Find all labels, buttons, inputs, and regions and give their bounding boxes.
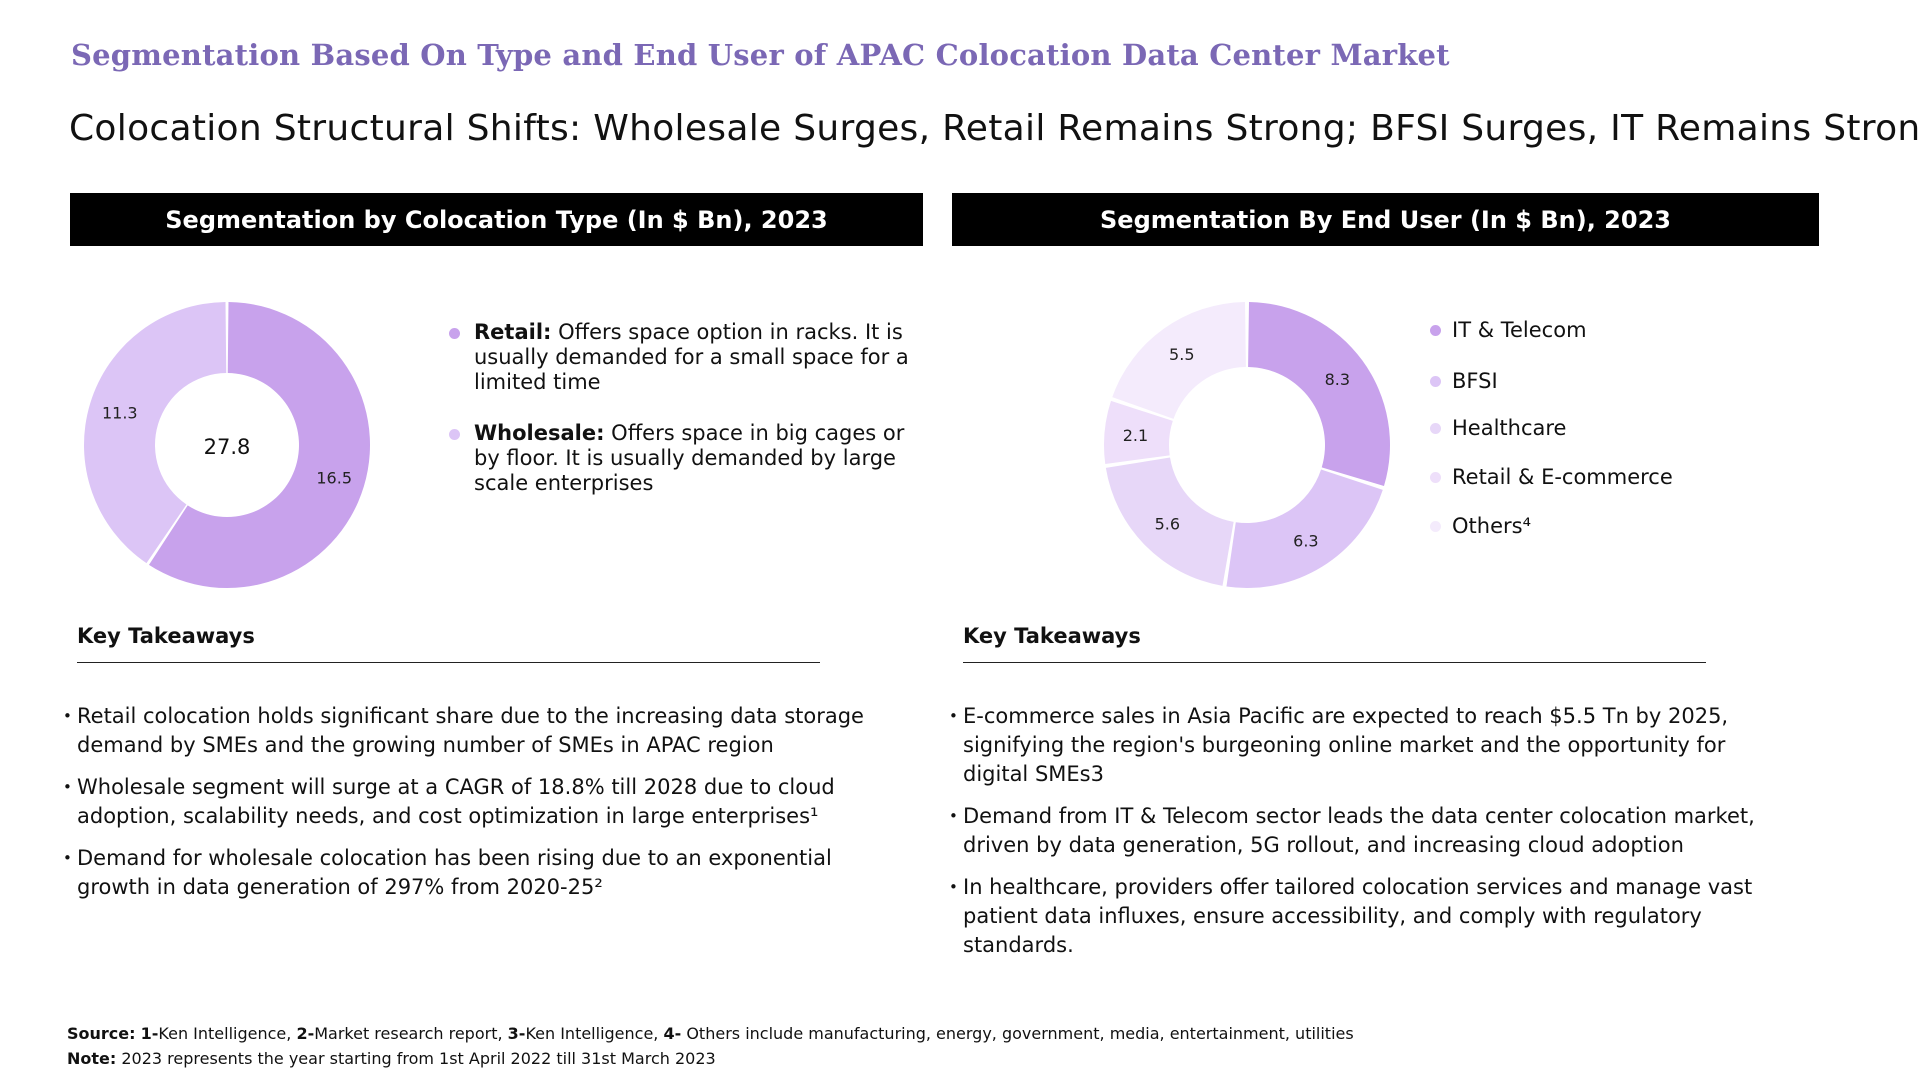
source-key: 4- xyxy=(663,1024,682,1043)
right-chart-banner: Segmentation By End User (In $ Bn), 2023 xyxy=(952,193,1819,246)
legend-label: Retail & E-commerce xyxy=(1452,465,1673,489)
wholesale-term: Wholesale: xyxy=(474,421,605,445)
donut-data-label: 6.3 xyxy=(1293,531,1318,550)
legend-item-it-telecom: IT & Telecom xyxy=(1430,318,1587,343)
others-color-dot xyxy=(1430,521,1441,532)
left-chart-banner: Segmentation by Colocation Type (In $ Bn… xyxy=(70,193,923,246)
legend-item-others: Others⁴ xyxy=(1430,514,1531,539)
list-item: In healthcare, providers offer tailored … xyxy=(949,873,1782,960)
legend-item-retail: Retail: Offers space option in racks. It… xyxy=(449,320,919,395)
donut-data-label: 2.1 xyxy=(1123,426,1148,445)
right-takeaways-list: E-commerce sales in Asia Pacific are exp… xyxy=(949,702,1782,973)
note-text: 2023 represents the year starting from 1… xyxy=(116,1049,716,1068)
footer-note: Note: 2023 represents the year starting … xyxy=(67,1049,716,1068)
left-takeaways-list: Retail colocation holds significant shar… xyxy=(63,702,906,915)
colocation-type-legend: Retail: Offers space option in racks. It… xyxy=(449,320,919,522)
list-item: Demand from IT & Telecom sector leads th… xyxy=(949,802,1782,860)
donut-data-label: 5.6 xyxy=(1155,515,1180,534)
list-item: E-commerce sales in Asia Pacific are exp… xyxy=(949,702,1782,789)
legend-item-retail-ecommerce: Retail & E-commerce xyxy=(1430,465,1673,490)
legend-item-healthcare: Healthcare xyxy=(1430,416,1566,441)
donut-data-label: 8.3 xyxy=(1325,370,1350,389)
legend-label: Others⁴ xyxy=(1452,514,1531,538)
donut-center-total: 27.8 xyxy=(204,435,251,459)
left-key-takeaways-divider xyxy=(77,662,820,663)
legend-item-bfsi: BFSI xyxy=(1430,369,1498,394)
wholesale-color-dot xyxy=(449,429,460,440)
list-item: Wholesale segment will surge at a CAGR o… xyxy=(63,773,906,831)
donut-data-label: 16.5 xyxy=(316,468,352,487)
source-text: Ken Intelligence, xyxy=(525,1024,664,1043)
end-user-donut-chart: 8.3 6.3 5.6 2.1 5.5 xyxy=(1104,302,1390,588)
donut-slice-bfsi xyxy=(1226,469,1383,588)
source-key: 2- xyxy=(296,1024,315,1043)
donut-slice-retail xyxy=(148,302,370,588)
source-label: Source: xyxy=(67,1024,136,1043)
donut-slice-healthcare xyxy=(1105,457,1234,586)
source-key: 3- xyxy=(507,1024,526,1043)
bfsi-color-dot xyxy=(1430,376,1441,387)
donut-slice-retail-e-commerce xyxy=(1104,400,1173,464)
donut-slice-it-telecom xyxy=(1248,302,1390,487)
left-key-takeaways-title: Key Takeaways xyxy=(77,624,255,648)
legend-label: IT & Telecom xyxy=(1452,318,1587,342)
right-key-takeaways-divider xyxy=(963,662,1706,663)
donut-data-label: 11.3 xyxy=(102,404,138,423)
source-text: Ken Intelligence, xyxy=(158,1024,297,1043)
list-item: Demand for wholesale colocation has been… xyxy=(63,844,906,902)
donut-slice-others xyxy=(1112,302,1246,419)
retail-color-dot xyxy=(449,328,460,339)
source-text: Market research report, xyxy=(314,1024,508,1043)
legend-label: Healthcare xyxy=(1452,416,1567,440)
page-title: Colocation Structural Shifts: Wholesale … xyxy=(69,108,1920,149)
note-label: Note: xyxy=(67,1049,117,1068)
legend-item-wholesale: Wholesale: Offers space in big cages or … xyxy=(449,421,919,496)
wholesale-description: Offers space in big cages or by floor. I… xyxy=(474,421,905,495)
retail-ecommerce-color-dot xyxy=(1430,472,1441,483)
list-item: Retail colocation holds significant shar… xyxy=(63,702,906,760)
donut-slice-wholesale xyxy=(84,302,227,564)
source-text: Others include manufacturing, energy, go… xyxy=(681,1024,1354,1043)
healthcare-color-dot xyxy=(1430,423,1441,434)
retail-term: Retail: xyxy=(474,320,552,344)
page-kicker: Segmentation Based On Type and End User … xyxy=(71,38,1450,72)
footer-source: Source: 1-Ken Intelligence, 2-Market res… xyxy=(67,1024,1354,1043)
retail-description: Offers space option in racks. It is usua… xyxy=(474,320,909,394)
donut-data-label: 5.5 xyxy=(1169,345,1194,364)
it-telecom-color-dot xyxy=(1430,325,1441,336)
source-key: 1- xyxy=(140,1024,159,1043)
legend-label: BFSI xyxy=(1452,369,1498,393)
right-key-takeaways-title: Key Takeaways xyxy=(963,624,1141,648)
colocation-type-donut-chart: 16.5 11.3 27.8 xyxy=(84,302,370,588)
